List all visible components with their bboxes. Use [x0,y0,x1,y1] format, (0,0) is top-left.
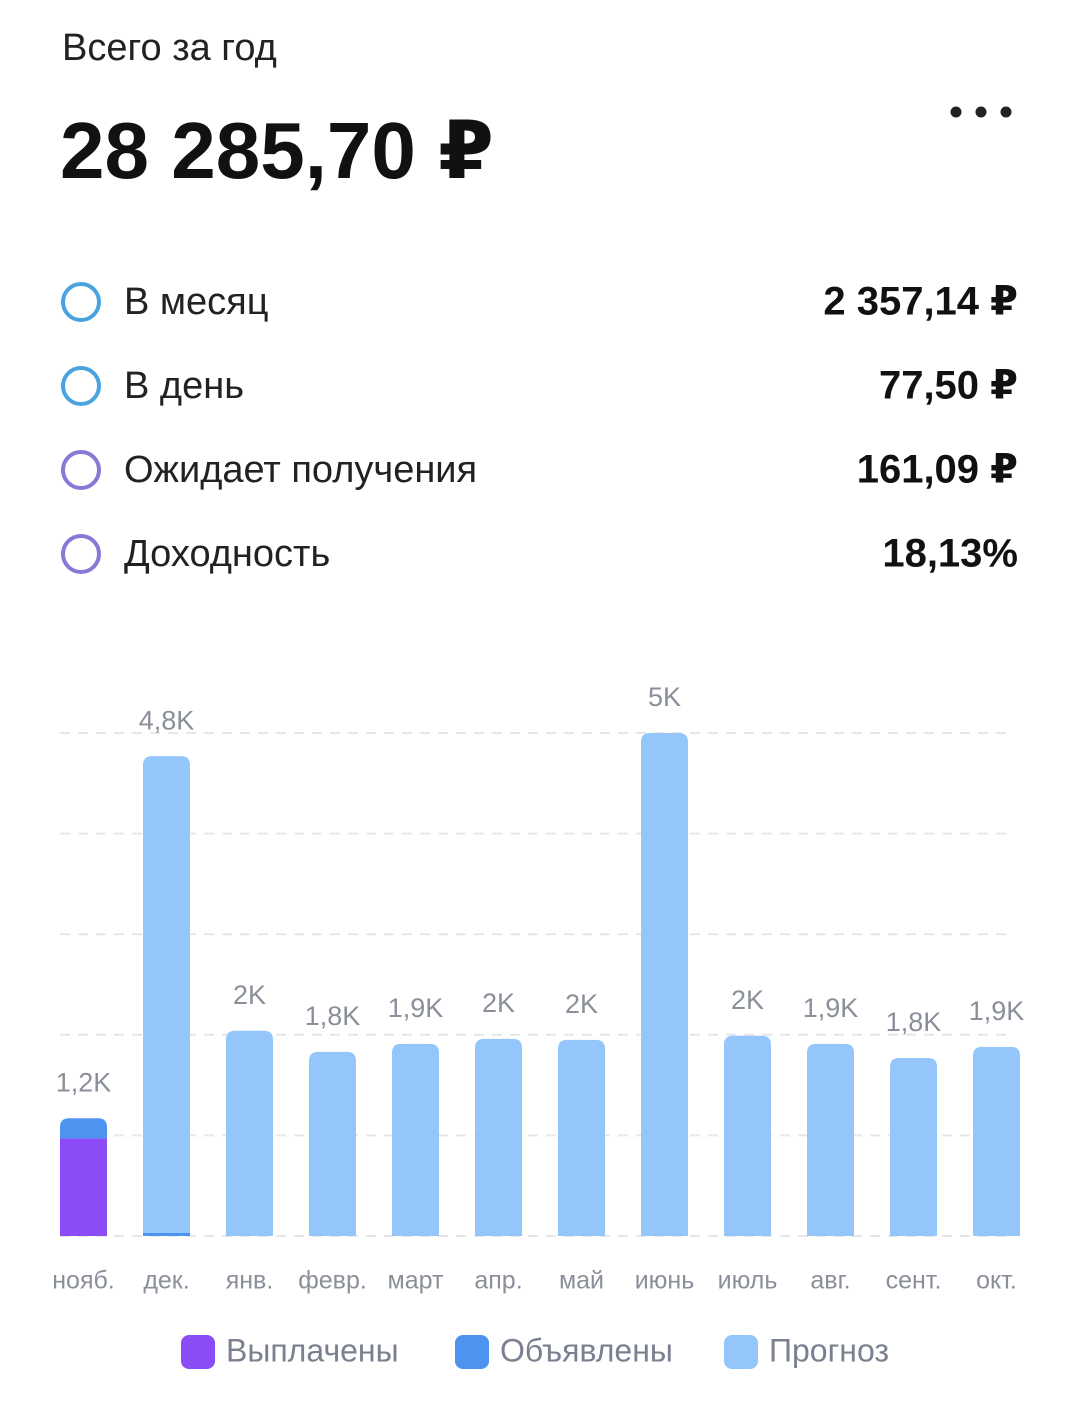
total-label: 5K [648,682,681,712]
x-tick-label: окт. [976,1267,1017,1295]
x-tick-label: авг. [810,1267,850,1295]
bar-segment [143,756,190,1233]
more-button[interactable] [950,106,1012,118]
stat-row: Ожидает получения 161,09 ₽ [61,448,1018,492]
total-label: 2K [565,989,598,1019]
bar-segment [724,1035,771,1236]
bar-segment [807,1043,854,1236]
x-tick-label: сент. [886,1267,942,1295]
legend-swatch [455,1335,489,1369]
legend-item: Объявлены [455,1332,673,1369]
legend-label: Объявлены [500,1332,673,1368]
stat-value: 77,50 ₽ [879,364,1018,408]
stat-value: 2 357,14 ₽ [823,280,1018,324]
bar-segment [641,733,688,1236]
x-tick-label: март [388,1267,444,1295]
dot [975,106,987,118]
stat-label: В месяц [124,281,269,323]
legend-swatch [181,1335,215,1369]
stat-icon [61,366,101,406]
legend-item: Выплачены [181,1332,399,1369]
stat-row: В день 77,50 ₽ [61,364,1018,408]
bar-segment [309,1051,356,1236]
legend-label: Прогноз [769,1332,889,1368]
x-tick-label: май [559,1267,604,1295]
bar-segment [60,1138,107,1236]
chart: 1,2K нояб. 4,8K дек. 2K янв. 1,8K февр. 1,9K март… [52,682,1024,1369]
x-tick-label: февр. [298,1267,367,1295]
bar-segment [973,1046,1020,1236]
header-total: 28 285,70 ₽ [60,106,494,195]
dot [1000,106,1012,118]
header-title: Всего за год [62,27,277,69]
stat-label: Ожидает получения [124,449,477,491]
dot [950,106,962,118]
bar-segment [143,1232,190,1236]
bar-segment [558,1039,605,1236]
x-tick-label: дек. [143,1267,189,1295]
bar-segment [60,1118,107,1139]
total-label: 1,9K [803,993,859,1023]
stat-row: В месяц 2 357,14 ₽ [61,280,1018,324]
x-tick-label: апр. [474,1267,522,1295]
legend-label: Выплачены [226,1332,399,1368]
x-tick-label: июнь [635,1267,695,1295]
bar-segment [475,1038,522,1236]
bar-segment [392,1043,439,1236]
total-label: 4,8K [139,705,195,735]
total-label: 1,8K [305,1001,361,1031]
total-label: 1,8K [886,1007,942,1037]
total-label: 2K [731,985,764,1015]
legend-item: Прогноз [724,1332,889,1369]
stat-icon [61,282,101,322]
x-tick-label: июль [718,1267,778,1295]
total-label: 1,9K [388,993,444,1023]
total-label: 1,9K [969,996,1025,1026]
stat-value: 161,09 ₽ [857,448,1018,492]
x-tick-label: янв. [226,1267,274,1295]
legend-swatch [724,1335,758,1369]
bar-segment [226,1030,273,1236]
stat-icon [61,534,101,574]
x-tick-label: нояб. [52,1267,115,1295]
stat-label: В день [124,365,244,407]
stat-value: 18,13% [882,532,1018,576]
stat-row: Доходность 18,13% [61,532,1018,576]
total-label: 2K [233,980,266,1010]
stat-icon [61,450,101,490]
bar-segment [890,1057,937,1236]
total-label: 1,2K [56,1067,112,1097]
stat-label: Доходность [124,533,330,575]
total-label: 2K [482,988,515,1018]
